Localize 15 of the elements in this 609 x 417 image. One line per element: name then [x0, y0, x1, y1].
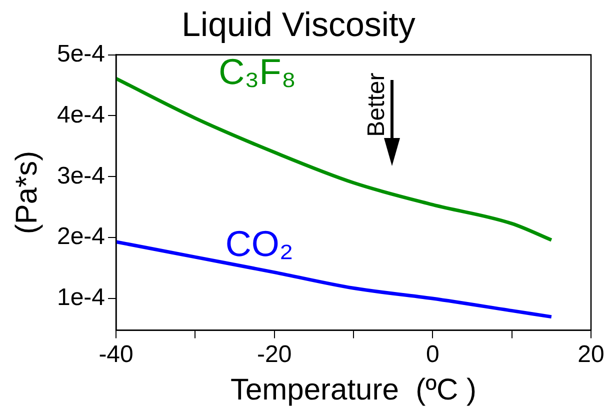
y-tick-label: 3e-4	[56, 162, 106, 190]
series-label: C₃F₈	[218, 51, 296, 92]
chart-title: Liquid Viscosity	[182, 6, 416, 44]
x-axis-title: Temperature (ºC )	[230, 373, 477, 406]
series-label: CO₂	[225, 223, 294, 264]
y-tick-label: 2e-4	[56, 223, 106, 250]
x-tick-label: -40	[98, 341, 134, 368]
y-tick-label: 4e-4	[56, 101, 106, 128]
x-tick-label: -20	[257, 341, 292, 368]
x-tick-label: 20	[578, 341, 604, 368]
y-tick-label: 5e-4	[56, 40, 106, 68]
annotation: Better	[362, 72, 390, 137]
x-tick-label: 0	[426, 341, 440, 368]
y-tick-label: 1e-4	[56, 284, 106, 312]
y-axis-title: (Pa*s)	[10, 150, 44, 234]
